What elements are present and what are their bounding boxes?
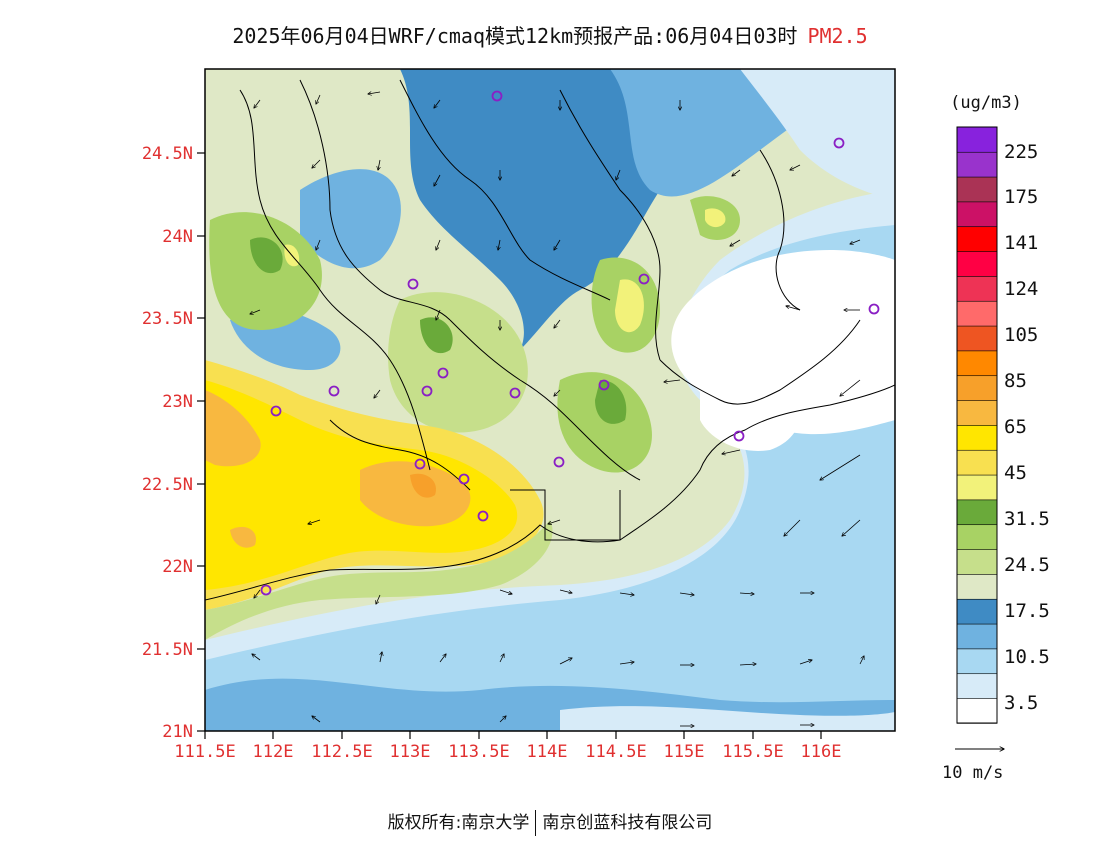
- legend-swatch: [956, 201, 998, 228]
- copyright-footer: 版权所有:南京大学 南京创蓝科技有限公司: [0, 808, 1100, 836]
- lon-label: 113E: [390, 742, 431, 762]
- lat-label: 22N: [162, 557, 193, 577]
- pollutant-label: PM2.5: [807, 24, 868, 48]
- lat-label: 21N: [162, 722, 193, 742]
- wind-vectors: [250, 92, 864, 726]
- org-nju: 南京大学: [461, 813, 530, 833]
- legend-swatch: [956, 350, 998, 377]
- lat-label: 23N: [162, 392, 193, 412]
- legend-swatch: [956, 573, 998, 600]
- lon-label: 115E: [664, 742, 705, 762]
- title-text: 2025年06月04日WRF/cmaq模式12km预报产品:06月04日03时: [232, 24, 798, 48]
- legend-swatch: [956, 151, 998, 178]
- legend-swatch: [956, 474, 998, 501]
- footer-divider: [535, 810, 537, 836]
- legend-swatch: [956, 499, 998, 526]
- org-chuanglan: 南京创蓝科技有限公司: [542, 813, 713, 833]
- lon-axis: 111.5E 112E 112.5E 113E 113.5E 114E 114.…: [174, 742, 841, 762]
- legend-swatch: [956, 648, 998, 675]
- lon-label: 112E: [253, 742, 294, 762]
- lon-label: 114.5E: [585, 742, 646, 762]
- legend-label: 24.5: [1004, 554, 1050, 576]
- lon-label: 115.5E: [722, 742, 783, 762]
- legend-swatch: [956, 325, 998, 352]
- legend-label: 10.5: [1004, 646, 1050, 668]
- lon-label: 116E: [801, 742, 842, 762]
- legend-swatch: [956, 524, 998, 550]
- lat-label: 24N: [162, 227, 193, 247]
- concentration-field: [205, 69, 895, 731]
- colorbar-frame: [956, 126, 998, 724]
- legend-label: 105: [1004, 324, 1038, 346]
- colorbar-legend: (ug/m3) 3.5 10.5 17.5 24.5 31.5 45 65 85…: [950, 93, 1050, 724]
- legend-swatch: [956, 697, 998, 724]
- copyright-label: 版权所有:: [387, 813, 462, 833]
- legend-unit: (ug/m3): [950, 93, 1022, 113]
- legend-label: 175: [1004, 186, 1038, 208]
- legend-swatch: [956, 548, 998, 575]
- tick-marks: [197, 152, 822, 739]
- lat-label: 22.5N: [142, 475, 193, 495]
- lon-label: 114E: [527, 742, 568, 762]
- legend-swatches: [956, 126, 998, 724]
- map-title: 2025年06月04日WRF/cmaq模式12km预报产品:06月04日03时 P…: [0, 20, 1100, 49]
- legend-swatch: [956, 598, 998, 625]
- legend-label: 141: [1004, 232, 1038, 254]
- legend-label: 17.5: [1004, 600, 1050, 622]
- map-frame: [204, 68, 896, 732]
- lat-label: 21.5N: [142, 640, 193, 660]
- lat-label: 23.5N: [142, 309, 193, 329]
- legend-label: 3.5: [1004, 692, 1038, 714]
- legend-labels: 3.5 10.5 17.5 24.5 31.5 45 65 85 105 124…: [1004, 141, 1050, 714]
- lon-label: 111.5E: [174, 742, 235, 762]
- legend-swatch: [956, 449, 998, 476]
- lon-label: 113.5E: [448, 742, 509, 762]
- legend-swatch: [956, 176, 998, 203]
- legend-swatch: [956, 399, 998, 426]
- legend-label: 124: [1004, 278, 1038, 300]
- legend-swatch: [956, 424, 998, 451]
- wind-reference-label: 10 m/s: [942, 763, 1003, 783]
- legend-swatch: [956, 375, 998, 401]
- legend-label: 45: [1004, 462, 1027, 484]
- legend-swatch: [956, 673, 998, 699]
- legend-swatch: [956, 126, 998, 153]
- wind-reference: 10 m/s: [942, 749, 1004, 783]
- legend-swatch: [956, 250, 998, 277]
- legend-swatch: [956, 226, 998, 252]
- boundaries: [205, 79, 895, 601]
- legend-swatch: [956, 275, 998, 302]
- legend-label: 85: [1004, 370, 1027, 392]
- legend-swatch: [956, 623, 998, 650]
- lon-label: 112.5E: [311, 742, 372, 762]
- station-markers: [260, 90, 880, 596]
- lat-axis: 24.5N 24N 23.5N 23N 22.5N 22N 21.5N 21N: [142, 144, 193, 742]
- legend-label: 65: [1004, 416, 1027, 438]
- legend-label: 225: [1004, 141, 1038, 163]
- lat-label: 24.5N: [142, 144, 193, 164]
- legend-label: 31.5: [1004, 508, 1050, 530]
- legend-swatch: [956, 300, 998, 327]
